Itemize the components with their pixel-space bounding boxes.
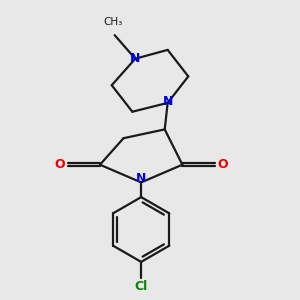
Text: N: N [130,52,140,65]
Text: CH₃: CH₃ [103,17,123,27]
Text: N: N [136,172,146,185]
Text: O: O [54,158,64,171]
Text: Cl: Cl [134,280,148,293]
Text: N: N [163,95,173,108]
Text: O: O [218,158,228,171]
